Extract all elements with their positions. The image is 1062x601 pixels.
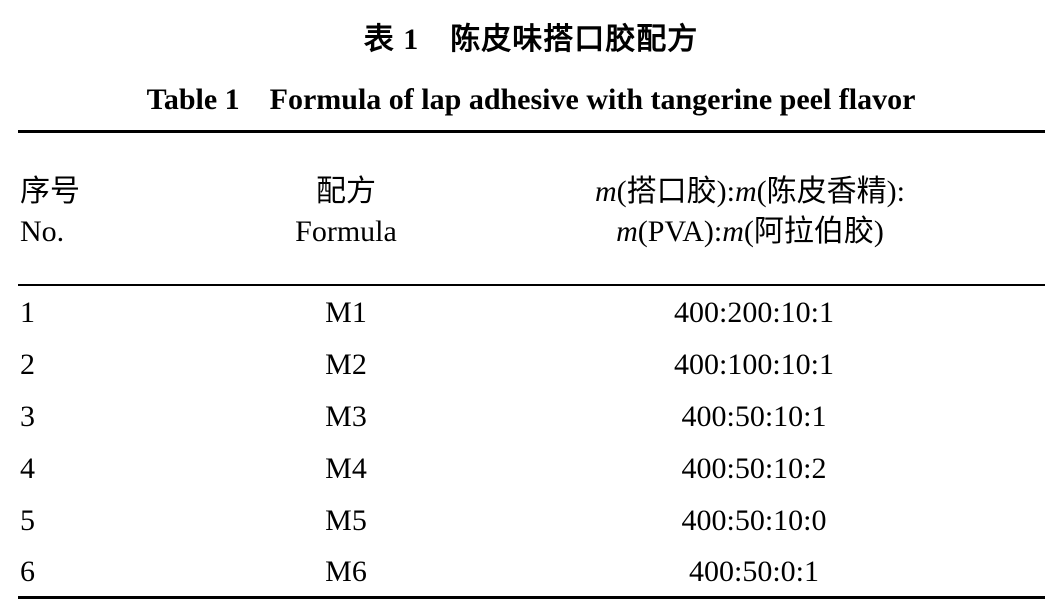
header-formula-cn: 配方	[316, 175, 376, 208]
header-ratio-line-1: m(搭口胶):m(陈皮香精):	[540, 172, 960, 212]
cell-number: 2	[20, 348, 35, 381]
cell-formula: M4	[325, 452, 367, 485]
cell-number: 6	[20, 555, 35, 588]
cell-number: 5	[20, 504, 35, 537]
cell-number: 4	[20, 452, 35, 485]
cell-ratio: 400:200:10:1	[673, 296, 834, 329]
cell-formula: M3	[325, 400, 367, 433]
cell-ratio: 400:100:10:1	[673, 348, 834, 381]
header-number-cn: 序号	[20, 175, 80, 208]
table-caption-chinese: 表 1 陈皮味搭口胶配方	[363, 23, 699, 56]
table-header-rule	[18, 284, 1045, 286]
table-row: 6 M6 400:50:0:1	[0, 546, 1062, 598]
table-row: 5 M5 400:50:10:0	[0, 495, 1062, 547]
header-number: 序号 No.	[20, 172, 80, 252]
cell-formula: M5	[325, 504, 367, 537]
cell-number: 1	[20, 296, 35, 329]
table-row: 4 M4 400:50:10:2	[0, 443, 1062, 495]
header-formula-en: Formula	[295, 215, 397, 248]
header-ratio-line-2: m(PVA):m(阿拉伯胶)	[540, 212, 960, 252]
header-formula: 配方 Formula	[246, 172, 446, 252]
ratio-term-peel-essence: (陈皮香精):	[756, 175, 905, 208]
cell-formula: M2	[325, 348, 367, 381]
mass-symbol: m	[616, 215, 638, 248]
table-row: 1 M1 400:200:10:1	[0, 287, 1062, 339]
table-bottom-rule	[18, 596, 1045, 599]
ratio-term-lap-adhesive: (搭口胶):	[616, 175, 735, 208]
cell-ratio: 400:50:10:2	[681, 452, 827, 485]
ratio-term-arabic-gum: (阿拉伯胶)	[743, 215, 884, 248]
cell-number: 3	[20, 400, 35, 433]
mass-symbol: m	[735, 175, 757, 208]
mass-symbol: m	[722, 215, 744, 248]
header-number-en: No.	[20, 215, 65, 248]
table-top-rule	[18, 130, 1045, 133]
cell-ratio: 400:50:10:0	[681, 504, 827, 537]
table-row: 3 M3 400:50:10:1	[0, 391, 1062, 443]
cell-formula: M1	[325, 296, 367, 329]
table-caption-english: Table 1 Formula of lap adhesive with tan…	[146, 83, 916, 116]
cell-ratio: 400:50:0:1	[688, 555, 819, 588]
cell-ratio: 400:50:10:1	[681, 400, 827, 433]
header-mass-ratio: m(搭口胶):m(陈皮香精): m(PVA):m(阿拉伯胶)	[540, 172, 960, 252]
cell-formula: M6	[325, 555, 367, 588]
mass-symbol: m	[595, 175, 617, 208]
table-row: 2 M2 400:100:10:1	[0, 339, 1062, 391]
ratio-term-pva: (PVA):	[637, 215, 723, 248]
